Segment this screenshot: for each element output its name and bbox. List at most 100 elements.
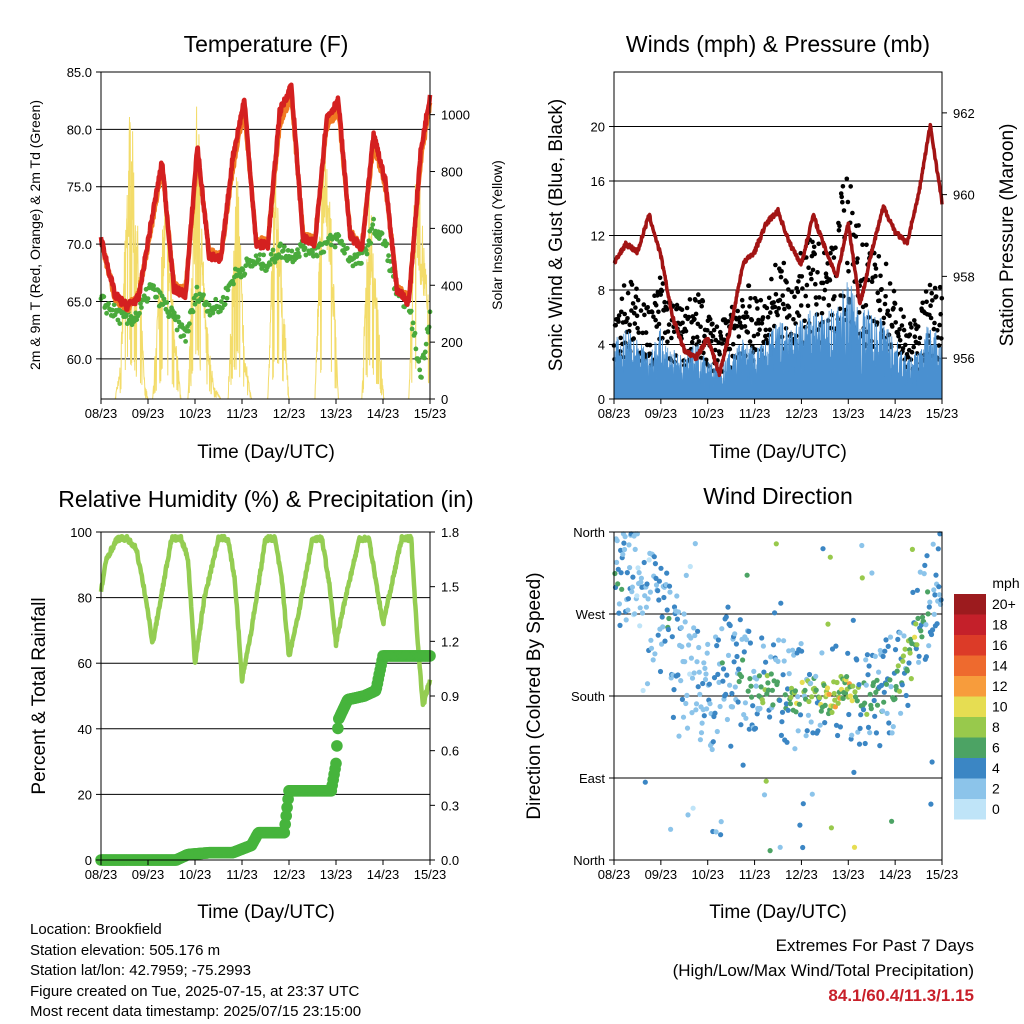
wind-y2-ticks: 962 960 958 956	[942, 106, 975, 366]
direction-point	[683, 572, 689, 579]
gust-point	[771, 300, 776, 305]
dewpoint-point	[376, 236, 382, 242]
y-tick-label: 20	[591, 120, 605, 135]
legend-swatch	[954, 758, 986, 779]
gust-point	[640, 330, 645, 336]
gust-point	[766, 332, 771, 338]
direction-point	[865, 724, 872, 731]
dewpoint-point	[413, 346, 419, 352]
direction-point	[918, 628, 924, 634]
gust-point	[803, 293, 808, 299]
dir-y-ticks: North West South East North	[571, 525, 614, 868]
x-tick-label: 14/23	[367, 406, 400, 421]
gust-point	[717, 352, 722, 357]
direction-point	[675, 672, 681, 678]
direction-point	[792, 688, 799, 694]
gust-point	[928, 315, 934, 321]
direction-point	[882, 648, 888, 654]
direction-point	[760, 643, 767, 649]
direction-point	[862, 740, 868, 747]
y-tick-label: 0	[85, 853, 92, 868]
gust-point	[874, 320, 880, 325]
dewpoint-points	[98, 216, 433, 380]
direction-point	[648, 645, 655, 651]
direction-point	[917, 569, 923, 575]
dewpoint-point	[222, 301, 228, 307]
direction-point	[851, 844, 858, 850]
gust-point	[882, 301, 888, 307]
gust-point	[908, 321, 913, 327]
direction-point	[614, 538, 620, 544]
direction-point	[615, 581, 621, 587]
rh-axes-frame	[100, 531, 431, 861]
direction-point	[691, 670, 697, 676]
direction-point	[652, 561, 659, 567]
temp-y2label: Solar Insolation (Yellow)	[489, 160, 505, 310]
gust-point	[630, 301, 636, 306]
direction-point	[868, 706, 874, 712]
gust-point	[923, 289, 929, 294]
direction-point	[683, 700, 689, 707]
x-tick-label: 13/23	[832, 406, 865, 421]
gust-point	[839, 194, 844, 200]
legend-label: 4	[992, 760, 1000, 776]
direction-point	[877, 743, 883, 749]
gust-point	[782, 306, 787, 312]
direction-point	[735, 699, 741, 705]
direction-point	[930, 627, 936, 633]
direction-point	[742, 700, 749, 706]
direction-point	[666, 615, 672, 622]
direction-point	[826, 691, 832, 697]
gust-point	[819, 311, 825, 316]
gust-point	[734, 323, 740, 329]
direction-point	[681, 611, 687, 617]
gust-point	[873, 266, 879, 271]
dewpoint-point	[268, 251, 274, 257]
direction-point	[679, 696, 686, 703]
direction-point	[850, 617, 856, 623]
direction-point	[751, 668, 757, 675]
direction-point	[936, 592, 943, 598]
direction-point	[671, 604, 678, 610]
direction-point	[698, 730, 705, 736]
y2-tick-label: 200	[441, 335, 463, 350]
dewpoint-point	[193, 292, 199, 298]
direction-point	[922, 562, 928, 569]
y-tick-label: 65.0	[67, 294, 92, 309]
direction-point	[616, 601, 623, 607]
gust-point	[887, 281, 893, 286]
gust-point	[804, 282, 810, 288]
gust-point	[802, 318, 807, 324]
direction-point	[840, 695, 846, 702]
direction-point	[729, 690, 735, 697]
direction-point	[720, 678, 726, 684]
direction-point	[777, 844, 783, 850]
direction-point	[774, 679, 781, 685]
x-tick-label: 09/23	[645, 406, 678, 421]
gust-point	[743, 310, 749, 315]
sonic-wind-band	[613, 282, 943, 400]
direction-point	[833, 643, 839, 649]
gust-point	[745, 314, 750, 320]
direction-point	[619, 586, 625, 592]
gust-point	[796, 313, 802, 318]
gust-point	[636, 330, 641, 335]
direction-point	[642, 593, 648, 599]
direction-point	[712, 710, 718, 716]
dewpoint-point	[341, 242, 346, 248]
direction-point	[637, 623, 643, 629]
gust-point	[757, 327, 762, 333]
gust-point	[719, 341, 725, 346]
gust-point	[641, 302, 647, 307]
gust-point	[710, 321, 715, 327]
direction-point	[664, 570, 670, 576]
gust-point	[619, 309, 624, 315]
direction-point	[790, 647, 796, 653]
gust-point	[864, 242, 869, 248]
rh-gridlines	[101, 531, 430, 861]
direction-point	[641, 559, 647, 566]
y-tick-label: 8	[598, 283, 605, 298]
precip-point	[331, 740, 343, 752]
dewpoint-point	[325, 239, 330, 245]
direction-point	[693, 701, 700, 707]
